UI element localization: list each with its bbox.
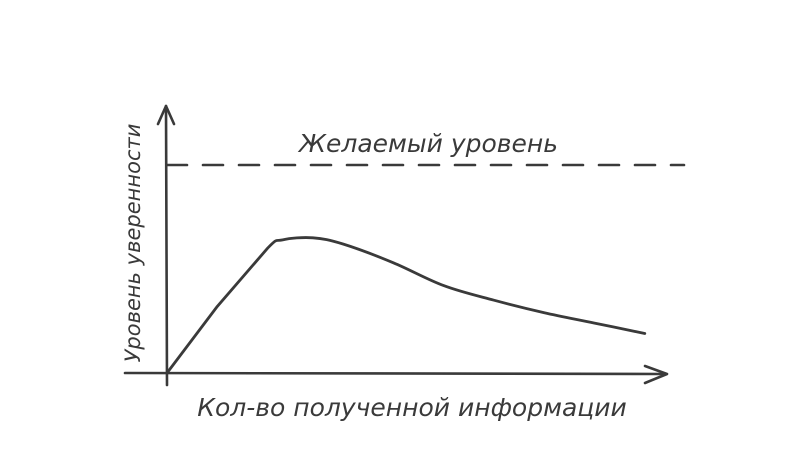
x-axis-arrow	[643, 364, 669, 385]
y-axis-label: Уровень уверенности	[121, 124, 145, 363]
confidence-curve	[165, 236, 647, 375]
y-axis-arrow	[156, 104, 176, 126]
desired-level-label: Желаемый уровень	[297, 129, 558, 158]
x-axis	[123, 371, 667, 376]
y-axis	[164, 104, 169, 387]
x-axis-label: Кол-во полученной информации	[197, 393, 627, 422]
